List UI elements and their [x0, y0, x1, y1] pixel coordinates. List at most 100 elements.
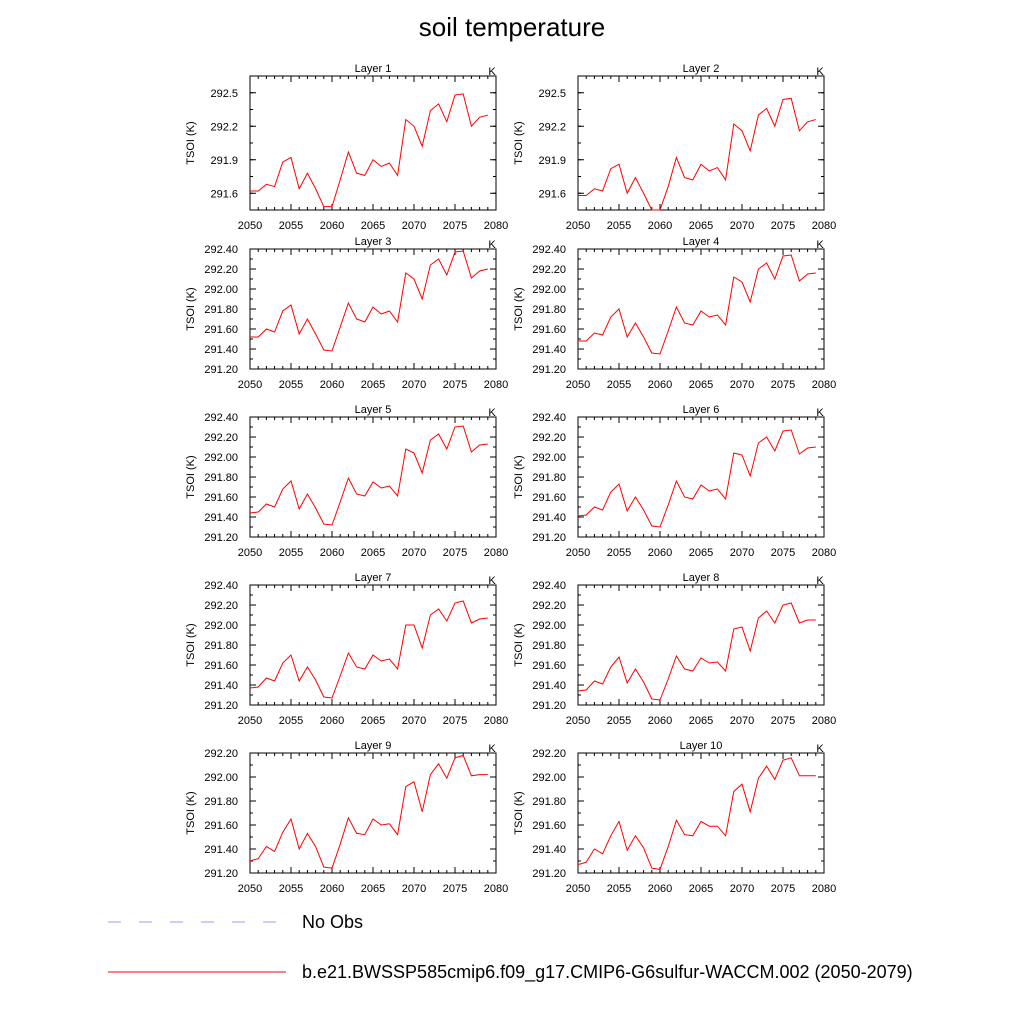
panel-title: Layer 3	[355, 236, 392, 248]
y-tick-label: 292.40	[204, 580, 238, 592]
figure-title: soil temperature	[418, 12, 606, 42]
x-tick-label: 2050	[566, 715, 590, 727]
x-tick-label: 2060	[648, 883, 672, 895]
y-tick-label: 291.60	[204, 324, 238, 336]
panel-10: 2050 2055 2060 2065 2070 2075 2080 291.20 291.40…	[513, 740, 836, 895]
y-tick-label: 291.40	[532, 512, 566, 524]
x-tick-label: 2060	[648, 379, 672, 391]
x-tick-label: 2055	[279, 379, 303, 391]
y-tick-label: 291.60	[204, 492, 238, 504]
x-tick-label: 2065	[361, 379, 385, 391]
y-tick-label: 291.60	[204, 820, 238, 832]
x-tick-label: 2065	[361, 220, 385, 232]
x-tick-label: 2055	[607, 547, 631, 559]
x-tick-label: 2080	[484, 547, 508, 559]
panel-units: K	[488, 743, 496, 755]
y-axis-label: TSOI (K)	[185, 791, 197, 834]
y-tick-label: 291.20	[532, 868, 566, 880]
x-tick-label: 2070	[730, 547, 754, 559]
x-tick-label: 2065	[689, 379, 713, 391]
x-tick-label: 2065	[689, 547, 713, 559]
y-axis-label: TSOI (K)	[185, 455, 197, 498]
panel-units: K	[816, 743, 824, 755]
y-tick-label: 292.00	[204, 284, 238, 296]
x-tick-label: 2070	[730, 715, 754, 727]
y-tick-label: 291.80	[204, 304, 238, 316]
y-tick-label: 292.2	[538, 121, 566, 133]
y-tick-label: 291.20	[204, 364, 238, 376]
y-tick-label: 291.80	[532, 304, 566, 316]
y-tick-label: 292.20	[532, 264, 566, 276]
series-line	[250, 93, 488, 208]
y-tick-label: 292.20	[532, 748, 566, 760]
series-line	[249, 754, 488, 869]
y-tick-label: 291.80	[204, 472, 238, 484]
panel-3: 2050 2055 2060 2065 2070 2075 2080 291.20 291.40…	[185, 236, 508, 391]
x-tick-label: 2080	[812, 379, 836, 391]
y-tick-label: 291.80	[204, 796, 238, 808]
y-tick-label: 292.20	[204, 600, 238, 612]
x-tick-label: 2060	[648, 547, 672, 559]
panel-4: 2050 2055 2060 2065 2070 2075 2080 291.20 291.40…	[513, 236, 836, 391]
x-tick-label: 2070	[402, 220, 426, 232]
legend-label-model-run: b.e21.BWSSP585cmip6.f09_g17.CMIP6-G6sulf…	[302, 962, 913, 982]
series-line	[578, 254, 816, 355]
y-tick-label: 291.60	[532, 324, 566, 336]
x-tick-label: 2060	[320, 547, 344, 559]
series-line	[578, 97, 816, 211]
panel-units: K	[488, 66, 496, 78]
x-tick-label: 2080	[812, 220, 836, 232]
legend-swatch-solid	[108, 971, 286, 973]
y-tick-label: 292.20	[204, 748, 238, 760]
y-tick-label: 291.80	[532, 640, 566, 652]
y-tick-label: 292.20	[204, 264, 238, 276]
y-tick-label: 291.40	[204, 344, 238, 356]
y-tick-label: 292.40	[532, 412, 566, 424]
x-tick-label: 2060	[320, 379, 344, 391]
x-tick-label: 2065	[689, 220, 713, 232]
panel-title: Layer 4	[683, 236, 720, 248]
panel-units: K	[488, 239, 496, 251]
y-axis-label: TSOI (K)	[185, 121, 197, 164]
panel-units: K	[816, 239, 824, 251]
x-tick-label: 2075	[443, 883, 467, 895]
x-tick-label: 2060	[320, 883, 344, 895]
y-tick-label: 291.60	[204, 660, 238, 672]
panel-units: K	[488, 575, 496, 587]
panel-6: 2050 2055 2060 2065 2070 2075 2080 291.20 291.40…	[513, 404, 836, 559]
y-tick-label: 292.00	[204, 452, 238, 464]
x-tick-label: 2070	[730, 220, 754, 232]
y-tick-label: 292.00	[204, 772, 238, 784]
y-tick-label: 291.20	[204, 700, 238, 712]
x-tick-label: 2065	[689, 715, 713, 727]
panel-units: K	[816, 407, 824, 419]
y-tick-label: 291.80	[204, 640, 238, 652]
y-tick-label: 291.40	[204, 844, 238, 856]
y-tick-label: 291.40	[532, 344, 566, 356]
x-tick-label: 2075	[771, 379, 795, 391]
y-tick-label: 291.9	[538, 155, 566, 167]
panel-title: Layer 6	[683, 404, 720, 416]
x-tick-label: 2055	[607, 379, 631, 391]
x-tick-label: 2065	[689, 883, 713, 895]
legend-swatch-dashed	[108, 921, 276, 923]
y-axis-label: TSOI (K)	[513, 455, 525, 498]
legend-label-no-obs: No Obs	[302, 912, 364, 932]
plot-frame	[249, 416, 497, 538]
series-line	[249, 425, 488, 526]
x-tick-label: 2080	[484, 715, 508, 727]
x-tick-label: 2070	[730, 883, 754, 895]
y-tick-label: 291.6	[538, 188, 566, 200]
y-tick-label: 291.20	[532, 364, 566, 376]
panel-1: 2050 2055 2060 2065 2070 2075 2080 291.6 291.9 29…	[185, 63, 508, 232]
y-tick-label: 292.40	[204, 412, 238, 424]
x-tick-label: 2080	[484, 220, 508, 232]
y-tick-label: 292.00	[532, 284, 566, 296]
y-tick-label: 292.40	[532, 580, 566, 592]
y-axis-label: TSOI (K)	[513, 623, 525, 666]
x-tick-label: 2055	[607, 715, 631, 727]
panel-title: Layer 2	[683, 63, 720, 75]
y-tick-label: 291.40	[204, 680, 238, 692]
x-tick-label: 2055	[279, 547, 303, 559]
